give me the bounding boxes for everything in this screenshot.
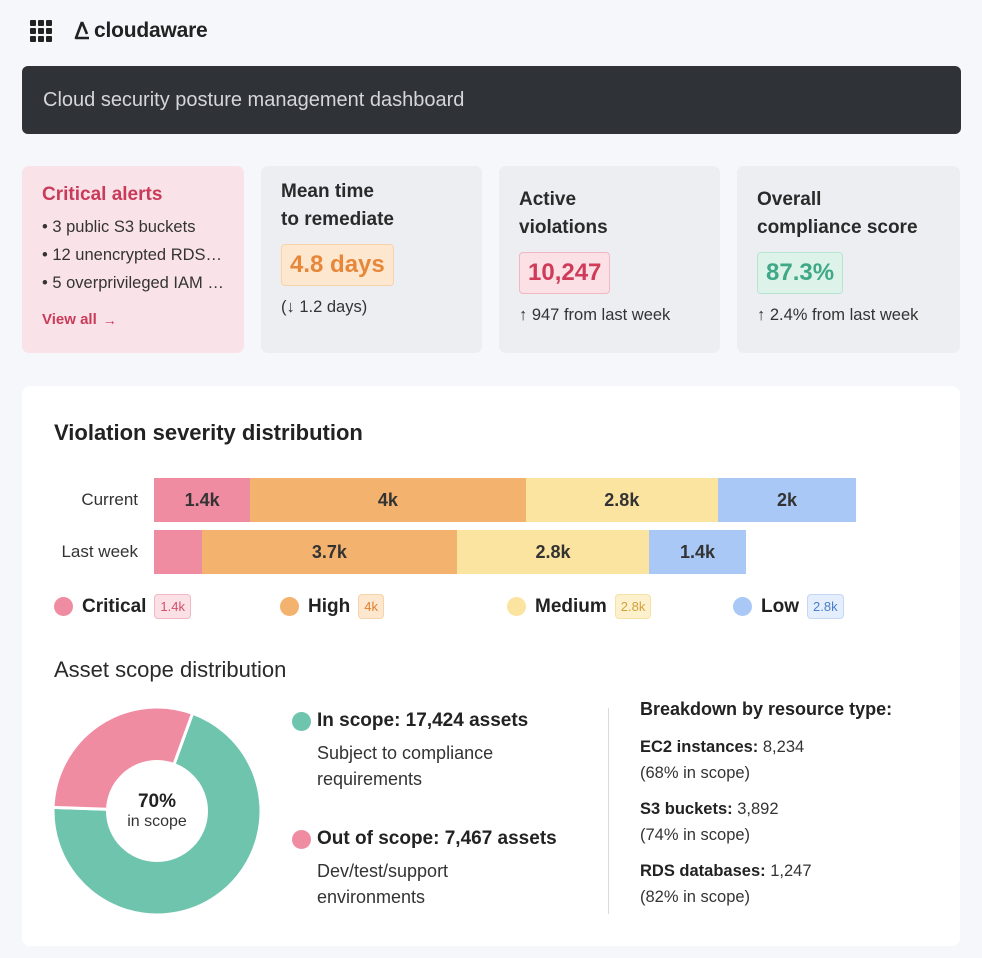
top-bar: cloudaware	[30, 16, 208, 46]
critical-alerts-card: Critical alerts • 3 public S3 buckets • …	[22, 166, 244, 353]
legend-low: Low 2.8k	[733, 594, 844, 619]
violations-title-line2: violations	[519, 217, 608, 238]
asset-scope-title: Asset scope distribution	[54, 657, 287, 682]
violations-change: ↑ 947 from last week	[519, 306, 671, 324]
page-title-banner: Cloud security posture management dashbo…	[22, 66, 961, 134]
resource-name: RDS databases:	[640, 862, 766, 880]
legend-label: Low	[761, 595, 799, 617]
legend-tag: 4k	[358, 594, 384, 619]
compliance-change: ↑ 2.4% from last week	[757, 306, 919, 324]
out-of-scope-dot-icon	[292, 829, 311, 849]
resource-name: S3 buckets:	[640, 800, 733, 818]
main-panel: Violation severity distribution Current …	[22, 386, 960, 946]
resource-count: 3,892	[732, 800, 779, 818]
resource-scope: (68% in scope)	[640, 764, 751, 782]
compliance-value: 87.3%	[757, 252, 844, 294]
legend-tag: 2.8k	[614, 594, 652, 619]
legend-medium: Medium 2.8k	[507, 594, 652, 619]
breakdown-item-ec2: EC2 instances: 8,234 (68% in scope)	[640, 734, 940, 786]
in-scope-dot-icon	[292, 711, 311, 731]
bar-critical-last-week	[154, 530, 203, 574]
legend-critical: Critical 1.4k	[54, 594, 191, 619]
view-all-label: View all	[42, 311, 97, 328]
breakdown-item-rds: RDS databases: 1,247 (82% in scope)	[640, 858, 940, 910]
legend-label: Critical	[82, 595, 147, 617]
compliance-title-line1: Overall	[757, 189, 822, 210]
bar-critical-current: 1.4k	[154, 478, 251, 522]
legend-label: Medium	[535, 595, 607, 617]
out-of-scope-item: Out of scope: 7,467 assets Dev/test/supp…	[292, 828, 557, 910]
mttr-value: 4.8 days	[281, 244, 394, 286]
bar-low-last-week: 1.4k	[649, 530, 746, 574]
cloudaware-logo-icon	[74, 21, 89, 40]
legend-tag: 2.8k	[807, 594, 844, 619]
brand-name: cloudaware	[94, 19, 208, 42]
severity-title: Violation severity distribution	[54, 420, 363, 445]
low-dot-icon	[733, 597, 752, 616]
row-label-current: Current	[81, 490, 138, 509]
compliance-title-line2: compliance score	[757, 217, 918, 238]
legend-label: High	[308, 595, 351, 617]
legend-tag: 1.4k	[154, 594, 191, 619]
alert-item: • 3 public S3 buckets	[42, 218, 196, 236]
critical-alerts-title: Critical alerts	[42, 184, 163, 205]
in-scope-label: In scope: 17,424 assets	[317, 710, 529, 731]
scope-donut-chart	[52, 706, 262, 916]
divider	[608, 708, 609, 914]
critical-dot-icon	[54, 597, 73, 616]
active-violations-card: Active violations 10,247 ↑ 947 from last…	[499, 166, 720, 353]
mean-time-to-remediate-card: Mean time to remediate 4.8 days (↓ 1.2 d…	[261, 166, 482, 353]
alert-item: • 12 unencrypted RDS instances	[42, 246, 224, 264]
grid-icon[interactable]	[30, 20, 52, 42]
breakdown-item-s3: S3 buckets: 3,892 (74% in scope)	[640, 796, 940, 848]
violations-title-line1: Active	[519, 189, 577, 210]
bar-medium-current: 2.8k	[525, 478, 719, 522]
resource-breakdown: Breakdown by resource type: EC2 instance…	[640, 699, 940, 920]
view-all-link[interactable]: View all →	[42, 311, 117, 328]
violations-value: 10,247	[519, 252, 611, 294]
brand-logo[interactable]: cloudaware	[74, 19, 208, 43]
bar-high-last-week: 3.7k	[202, 530, 457, 574]
legend-high: High 4k	[280, 594, 384, 619]
alert-item: • 5 overprivileged IAM roles	[42, 274, 224, 292]
row-label-last-week: Last week	[61, 542, 138, 561]
resource-name: EC2 instances:	[640, 738, 759, 756]
bar-high-current: 4k	[250, 478, 526, 522]
resource-scope: (82% in scope)	[640, 888, 751, 906]
donut-hole	[106, 760, 208, 862]
arrow-right-icon: →	[102, 311, 117, 328]
bar-low-current: 2k	[718, 478, 856, 522]
compliance-score-card: Overall compliance score 87.3% ↑ 2.4% fr…	[737, 166, 960, 353]
mttr-title-line1: Mean time	[281, 181, 374, 202]
breakdown-title: Breakdown by resource type:	[640, 699, 893, 719]
resource-count: 1,247	[765, 862, 812, 880]
in-scope-item: In scope: 17,424 assets Subject to compl…	[292, 710, 557, 792]
mttr-change: (↓ 1.2 days)	[281, 298, 368, 316]
resource-scope: (74% in scope)	[640, 826, 751, 844]
medium-dot-icon	[507, 597, 526, 616]
high-dot-icon	[280, 597, 299, 616]
page-title: Cloud security posture management dashbo…	[43, 88, 465, 111]
bar-medium-last-week: 2.8k	[456, 530, 650, 574]
out-of-scope-desc: Dev/test/support environments	[317, 861, 449, 907]
resource-count: 8,234	[758, 738, 805, 756]
out-of-scope-label: Out of scope: 7,467 assets	[317, 828, 557, 849]
in-scope-desc: Subject to compliance requirements	[317, 743, 494, 789]
mttr-title-line2: to remediate	[281, 209, 394, 230]
